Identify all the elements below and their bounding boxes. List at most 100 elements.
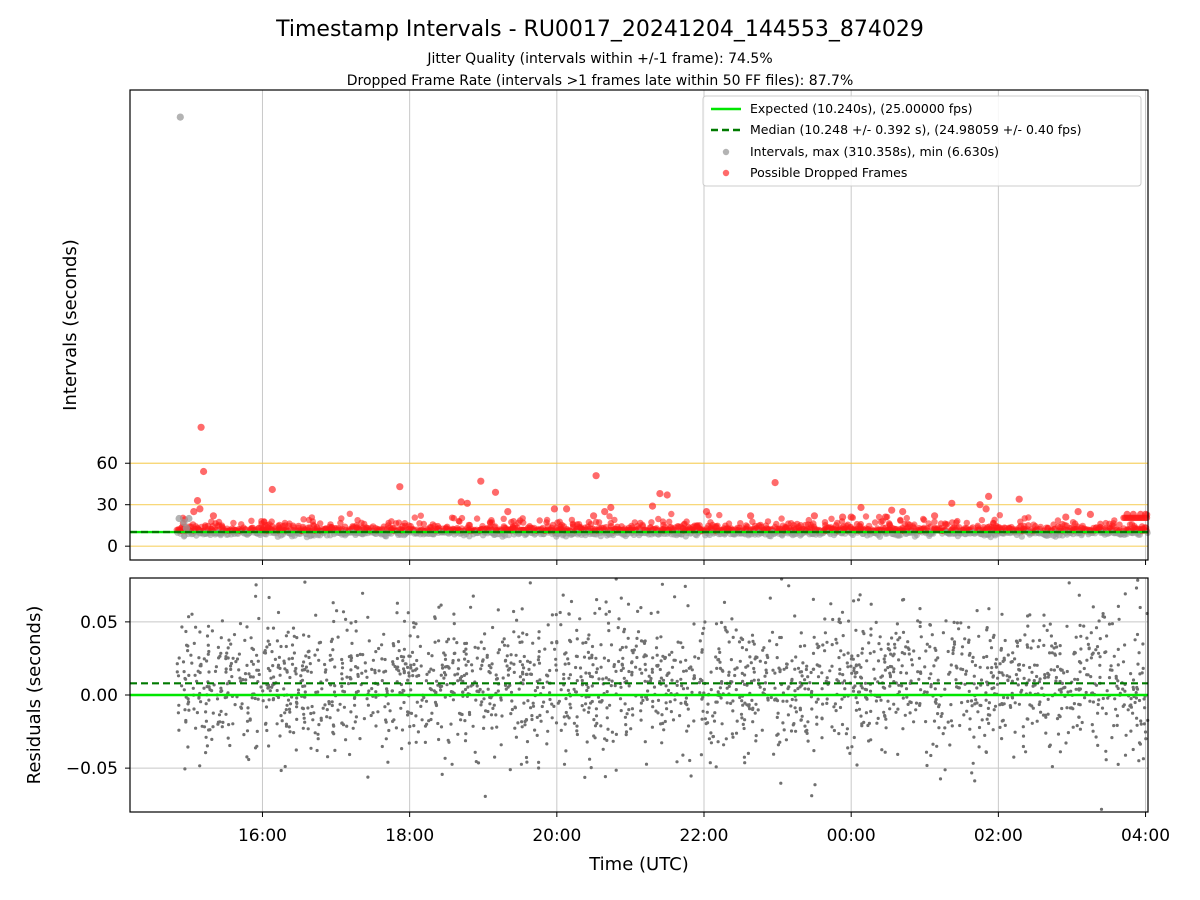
residual-point <box>815 715 819 719</box>
dropped-frame-point <box>821 519 829 526</box>
residual-point <box>575 715 579 719</box>
residual-point <box>643 639 647 643</box>
residual-point <box>287 725 291 729</box>
residual-point <box>763 674 767 678</box>
residual-point <box>690 668 694 672</box>
residual-point <box>983 733 987 738</box>
dropped-frame-point <box>920 516 928 524</box>
residual-point <box>630 707 635 711</box>
residual-point <box>267 698 271 702</box>
residual-point <box>471 724 475 728</box>
residual-point <box>240 702 244 706</box>
residual-point <box>273 657 277 662</box>
residual-point <box>349 710 353 714</box>
residual-point <box>520 725 524 729</box>
residual-point <box>407 741 411 745</box>
residual-point <box>655 664 660 668</box>
residual-point <box>415 700 419 704</box>
residual-point <box>673 698 677 702</box>
residual-point <box>302 712 306 716</box>
residual-point <box>382 632 386 636</box>
residual-point <box>326 755 330 759</box>
residual-point <box>943 768 947 772</box>
residual-point <box>793 614 797 618</box>
dropped-outlier-point <box>982 505 990 513</box>
residual-point <box>949 663 953 667</box>
residual-point <box>595 667 599 671</box>
residual-point <box>673 658 677 662</box>
residual-point <box>578 666 583 670</box>
residual-point <box>1028 665 1032 670</box>
residual-point <box>1141 757 1145 761</box>
residual-point <box>463 687 468 692</box>
legend-intervals-swatch <box>722 148 730 156</box>
dropped-frame-point <box>543 519 550 526</box>
residual-point <box>464 663 468 667</box>
residual-point <box>614 768 618 772</box>
residual-point <box>264 705 269 709</box>
residual-point <box>800 674 804 678</box>
dropped-outlier-point <box>1074 508 1082 516</box>
residual-point <box>340 672 344 676</box>
residual-point <box>722 600 727 605</box>
dropped-frame-point <box>354 524 361 531</box>
residual-point <box>860 686 864 690</box>
residual-point <box>270 650 274 654</box>
residual-point <box>481 658 485 662</box>
residual-point <box>907 647 911 652</box>
residual-point <box>686 707 690 711</box>
residual-point <box>813 783 817 787</box>
residual-point <box>356 672 360 677</box>
residual-point <box>929 685 933 689</box>
residual-point <box>217 656 221 660</box>
residual-point <box>470 669 474 673</box>
residual-point <box>1115 684 1119 688</box>
residual-point <box>754 734 758 738</box>
residual-point <box>234 660 238 664</box>
residual-point <box>1082 666 1086 671</box>
residual-point <box>763 681 768 685</box>
residual-point <box>785 662 789 666</box>
intervals-frame <box>129 89 1149 561</box>
residual-point <box>1026 614 1030 618</box>
residual-point <box>841 681 845 685</box>
residual-point <box>900 684 904 688</box>
residual-point <box>332 724 336 728</box>
dropped-frame-point <box>737 520 744 527</box>
residual-point <box>837 617 841 621</box>
residual-point <box>407 654 411 658</box>
residual-point <box>682 669 686 673</box>
residual-point <box>799 631 803 635</box>
residual-point <box>1046 675 1050 679</box>
residual-point <box>582 708 586 712</box>
residual-point <box>1055 717 1060 721</box>
residual-point <box>251 662 255 666</box>
residual-point <box>206 652 210 656</box>
residual-point <box>416 635 420 639</box>
residual-point <box>253 696 257 701</box>
residual-point <box>1083 696 1087 700</box>
residual-point <box>180 684 184 688</box>
residual-point <box>700 679 704 683</box>
residual-point <box>348 675 352 680</box>
residual-point <box>329 639 333 644</box>
residual-point <box>775 643 779 647</box>
residual-point <box>566 657 570 661</box>
residual-point <box>294 748 298 752</box>
residual-point <box>249 636 253 640</box>
residual-point <box>288 675 292 680</box>
residual-point <box>1089 631 1093 635</box>
residual-point <box>869 709 873 714</box>
residual-point <box>679 660 683 664</box>
residual-point <box>583 775 587 780</box>
residual-point <box>207 670 211 674</box>
residual-point <box>670 650 674 654</box>
residual-point <box>867 641 871 645</box>
dropped-outlier-point <box>504 508 512 516</box>
residual-point <box>714 700 718 704</box>
dropped-frame-point <box>201 523 209 531</box>
residual-point <box>874 620 878 625</box>
residual-point <box>562 677 566 681</box>
residual-point <box>660 741 664 745</box>
residual-point <box>1065 669 1069 674</box>
